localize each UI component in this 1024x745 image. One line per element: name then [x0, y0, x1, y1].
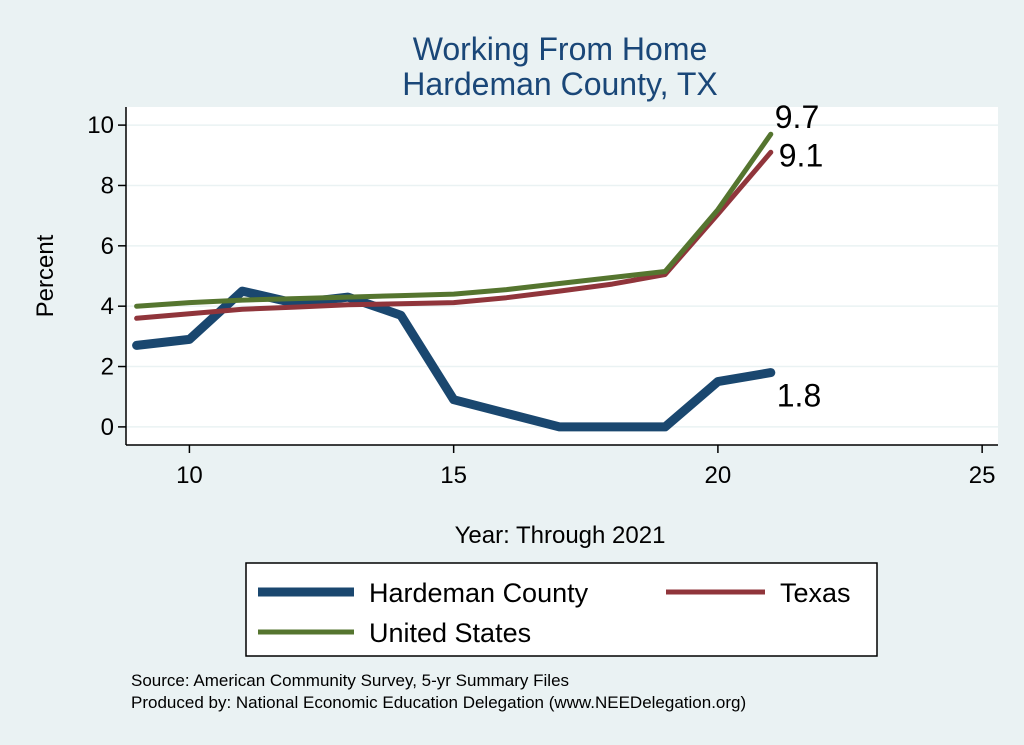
y-tick-label-2: 2 — [101, 354, 114, 381]
series-line-united-states — [134, 131, 774, 309]
end-label-texas: 9.1 — [779, 137, 823, 173]
legend-box — [245, 562, 878, 657]
legend-label-hardeman: Hardeman County — [369, 578, 589, 608]
end-label-united-states: 9.7 — [775, 99, 819, 135]
produced-note: Produced by: National Economic Education… — [131, 693, 746, 712]
series-line-hardeman — [132, 286, 776, 432]
x-tick-label-20: 20 — [705, 462, 732, 489]
chart-subtitle: Hardeman County, TX — [402, 66, 717, 102]
x-tick-label-25: 25 — [969, 462, 996, 489]
legend: Hardeman County Texas United States — [245, 562, 878, 657]
end-label-layer: 1.8 9.19.7 — [775, 99, 823, 413]
x-tick-label-10: 10 — [176, 462, 203, 489]
series-line-texas — [134, 149, 774, 321]
axis-layer: 0 2 4 6 8 10 10 15 20 25 — [87, 107, 998, 489]
y-axis-title: Percent — [32, 234, 59, 317]
legend-label-texas: Texas — [780, 578, 851, 608]
chart-title: Working From Home — [413, 31, 708, 67]
series-layer — [132, 131, 776, 432]
plot-area — [126, 107, 998, 445]
x-tick-label-15: 15 — [440, 462, 467, 489]
y-tick-label-6: 6 — [101, 233, 114, 260]
legend-label-united-states: United States — [369, 618, 531, 648]
y-tick-label-10: 10 — [87, 112, 114, 139]
y-tick-label-8: 8 — [101, 172, 114, 199]
end-label-hardeman: 1.8 — [777, 378, 821, 414]
y-tick-label-4: 4 — [101, 293, 114, 320]
source-note: Source: American Community Survey, 5-yr … — [131, 671, 569, 690]
x-axis-title: Year: Through 2021 — [455, 522, 666, 549]
y-tick-label-0: 0 — [101, 414, 114, 441]
